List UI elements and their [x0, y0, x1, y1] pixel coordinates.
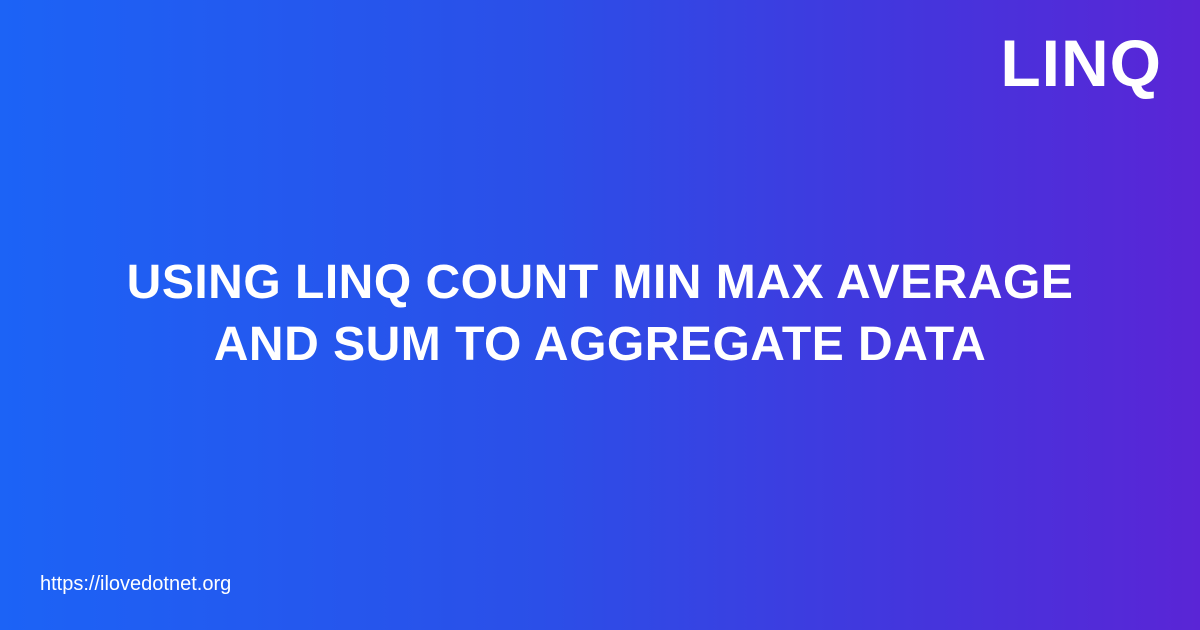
article-title: USING LINQ COUNT MIN MAX AVERAGE AND SUM… — [0, 252, 1200, 376]
site-url: https://ilovedotnet.org — [40, 573, 232, 595]
article-title-line-1: USING LINQ COUNT MIN MAX AVERAGE — [126, 256, 1074, 309]
category-tag: LINQ — [1000, 26, 1162, 100]
article-title-line-2: AND SUM TO AGGREGATE DATA — [213, 318, 987, 371]
